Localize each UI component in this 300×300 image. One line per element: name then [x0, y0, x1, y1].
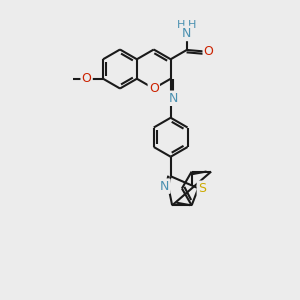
- Text: N: N: [182, 27, 191, 40]
- Text: O: O: [204, 45, 214, 58]
- Text: N: N: [160, 180, 169, 193]
- Text: N: N: [169, 92, 178, 105]
- Text: H: H: [177, 20, 185, 30]
- Text: S: S: [198, 182, 206, 195]
- Text: H: H: [188, 20, 196, 30]
- Text: O: O: [149, 82, 159, 95]
- Text: O: O: [82, 72, 92, 85]
